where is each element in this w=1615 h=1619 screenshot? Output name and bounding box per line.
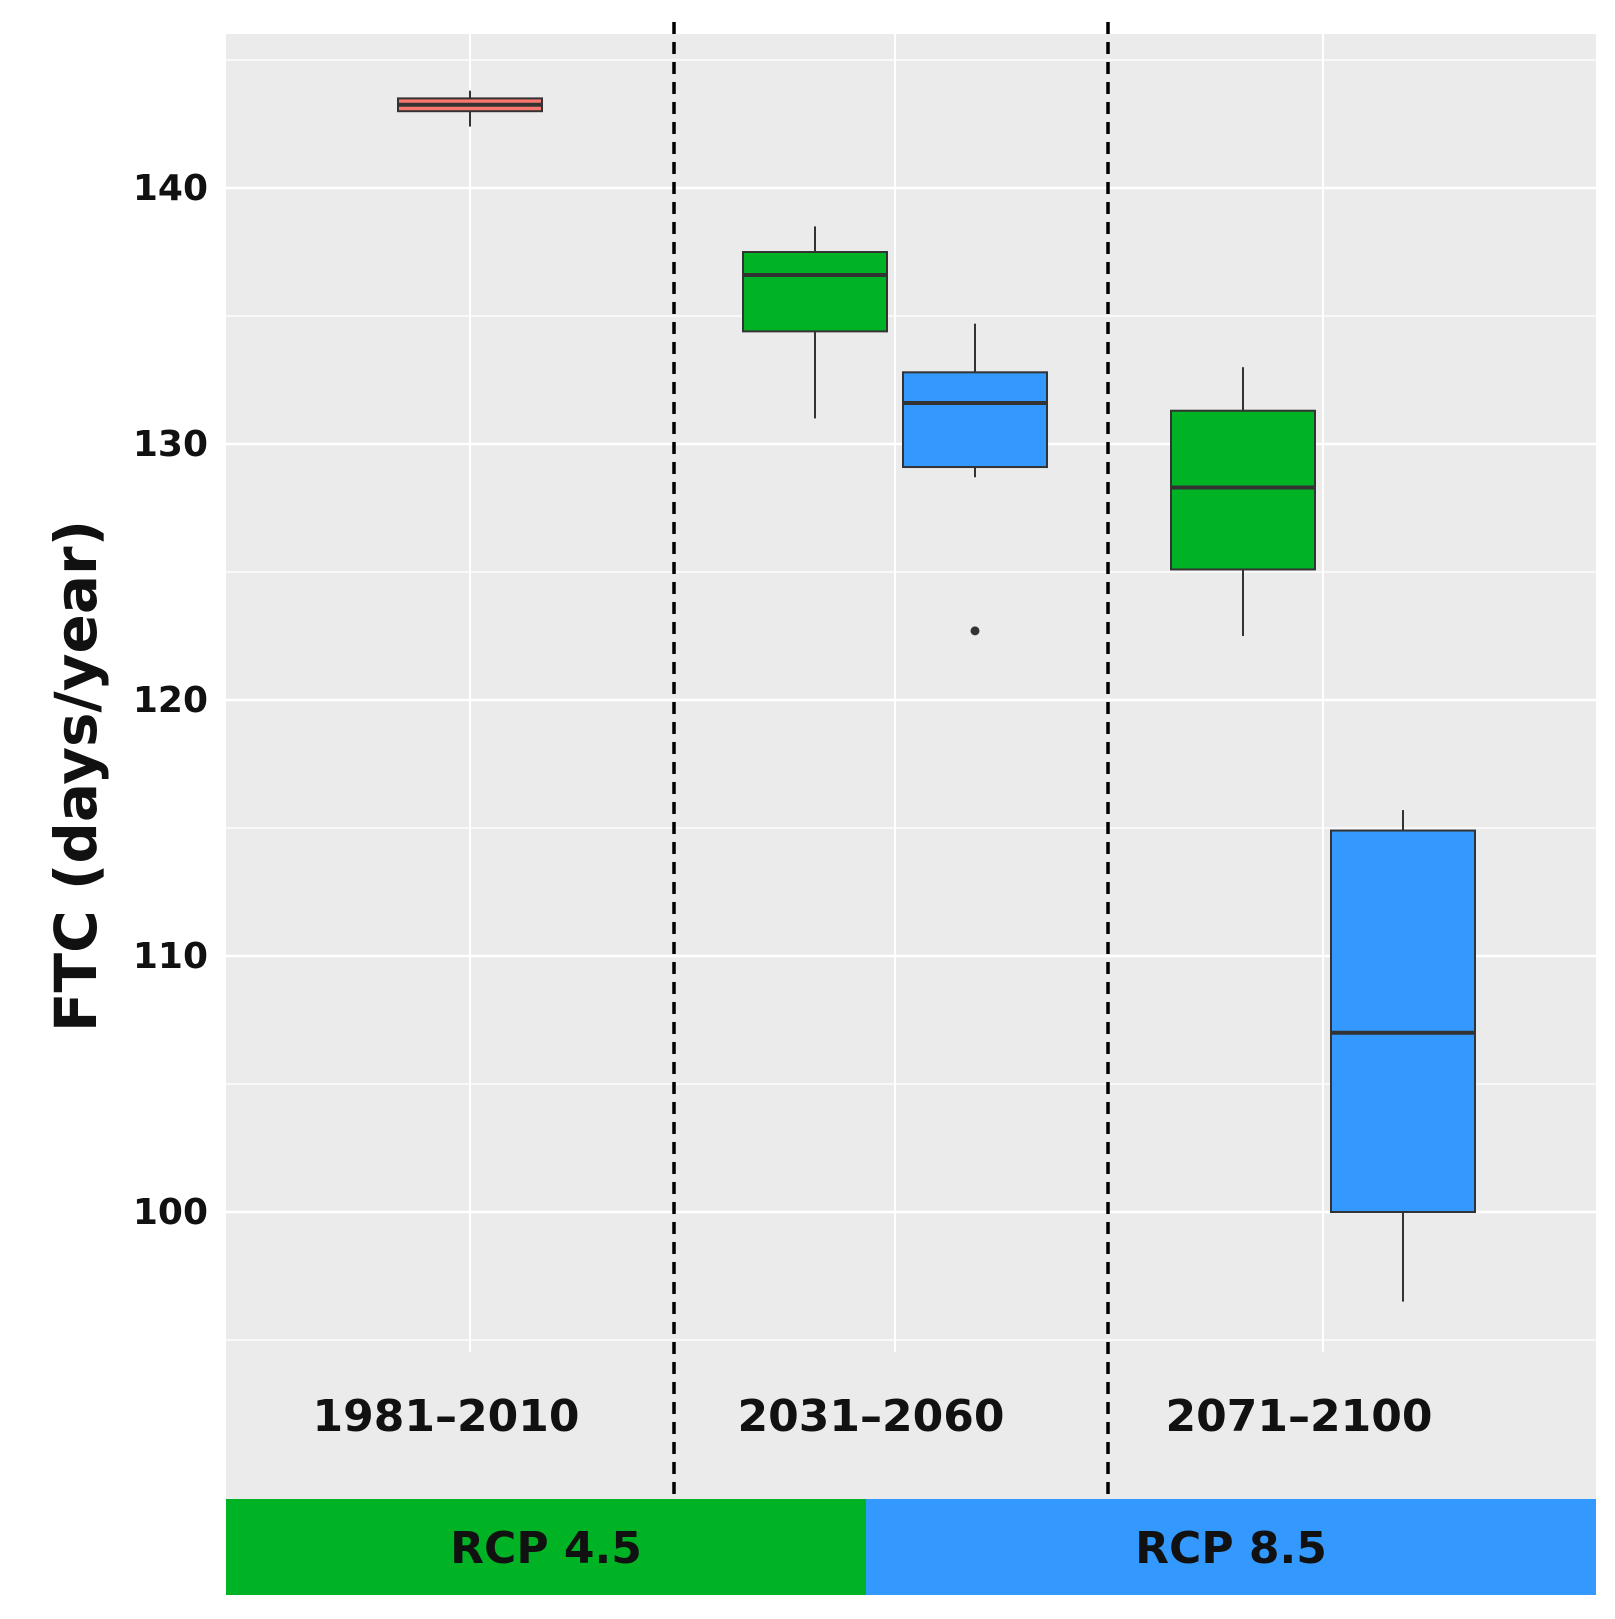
y-tick-label: 120 xyxy=(133,680,208,721)
period-dividers xyxy=(672,22,1110,1499)
box-group xyxy=(1330,810,1476,1302)
x-category-label: 2031–2060 xyxy=(738,1391,1005,1442)
y-tick-labels: 100 110 120 130 140 xyxy=(133,168,208,1233)
box-group xyxy=(902,323,1048,636)
scenario-bands: RCP 4.5 RCP 8.5 xyxy=(226,1499,1596,1595)
box-group xyxy=(742,226,888,419)
box-outlier xyxy=(970,626,980,636)
y-tick-label: 140 xyxy=(133,168,208,209)
box-group xyxy=(397,90,543,127)
grid-lines xyxy=(226,59,1596,1341)
x-category-label: 1981–2010 xyxy=(313,1391,580,1442)
x-grid-lines xyxy=(469,34,1324,1352)
scenario-band xyxy=(226,1499,866,1595)
x-category-labels: 1981–2010 2031–2060 2071–2100 xyxy=(313,1391,1433,1442)
scenario-band xyxy=(866,1499,1596,1595)
plot-panel xyxy=(226,34,1596,1499)
y-tick-label: 110 xyxy=(133,936,208,977)
box-iqr xyxy=(742,251,888,333)
scenario-band-label: RCP 4.5 xyxy=(450,1523,642,1574)
y-tick-label: 130 xyxy=(133,424,208,465)
x-category-label: 2071–2100 xyxy=(1166,1391,1433,1442)
y-axis-title: FTC (days/year) xyxy=(42,520,110,1032)
box-group xyxy=(1170,367,1316,636)
box-iqr xyxy=(1170,409,1316,571)
box-iqr xyxy=(902,371,1048,469)
y-tick-label: 100 xyxy=(133,1192,208,1233)
box-iqr xyxy=(1330,829,1476,1213)
boxes xyxy=(397,90,1476,1302)
scenario-band-label: RCP 8.5 xyxy=(1135,1523,1327,1574)
